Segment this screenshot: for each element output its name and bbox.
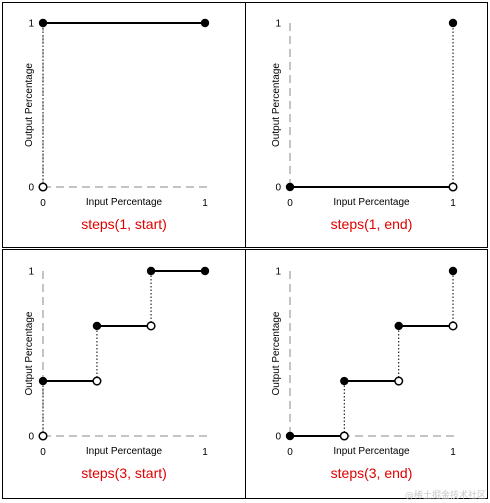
filled-point: [285, 431, 295, 441]
filled-point: [200, 266, 210, 276]
filled-point: [200, 18, 210, 28]
chart-title: steps(3, end): [331, 465, 413, 481]
x-tick-label: 1: [450, 198, 456, 209]
filled-point: [38, 376, 48, 386]
chart-steps-3-end: 0 1 0 1 Input Percentage Output Percentage ste…: [271, 266, 458, 481]
panel-border-1: [2, 2, 246, 248]
open-point: [38, 182, 48, 192]
panel-border-2: [245, 2, 488, 248]
x-axis-label: Input Percentage: [86, 197, 163, 208]
filled-point: [394, 321, 403, 331]
panel-border-3: [2, 249, 246, 499]
filled-point: [38, 18, 48, 28]
y-tick-label: 0: [28, 183, 34, 194]
chart-title: steps(1, start): [81, 216, 167, 232]
open-point: [38, 431, 48, 441]
open-point: [448, 321, 458, 331]
chart-title: steps(3, start): [81, 465, 167, 481]
open-point: [146, 321, 156, 331]
y-axis-label: Output Percentage: [271, 311, 282, 395]
filled-point: [448, 18, 458, 28]
y-tick-label: 0: [28, 432, 34, 443]
open-point: [339, 431, 349, 441]
y-tick-label: 0: [275, 432, 281, 443]
chart-steps-1-end: 0 1 0 1 Input Percentage Output Percentage ste…: [271, 18, 458, 232]
y-axis-label: Output Percentage: [24, 311, 35, 395]
filled-point: [146, 266, 156, 276]
x-tick-label: 0: [287, 198, 293, 209]
y-axis-label: Output Percentage: [271, 63, 282, 147]
x-axis-label: Input Percentage: [333, 197, 410, 208]
y-tick-label: 1: [275, 267, 281, 278]
y-tick-label: 1: [275, 19, 281, 30]
y-tick-label: 1: [28, 267, 34, 278]
x-tick-label: 1: [202, 198, 208, 209]
open-point: [448, 182, 458, 192]
watermark: @稀土掘金技术社区: [404, 491, 486, 501]
filled-point: [448, 266, 458, 276]
filled-point: [285, 182, 295, 192]
x-axis-label: Input Percentage: [86, 446, 163, 457]
filled-point: [340, 376, 349, 386]
open-point: [394, 376, 404, 386]
x-tick-label: 1: [202, 447, 208, 458]
chart-steps-3-start: 0 1 0 1 Input Percentage Output Percentage ste…: [24, 266, 210, 481]
y-tick-label: 1: [28, 19, 34, 30]
filled-point: [92, 321, 102, 331]
x-tick-label: 0: [40, 447, 46, 458]
y-axis-label: Output Percentage: [24, 63, 35, 147]
open-point: [92, 376, 102, 386]
x-tick-label: 1: [450, 447, 456, 458]
chart-title: steps(1, end): [331, 216, 413, 232]
chart-steps-1-start: 0 1 0 1 Input Percentage Output Percentage ste…: [24, 18, 210, 232]
panel-border-4: [245, 249, 488, 499]
x-tick-label: 0: [287, 447, 293, 458]
y-tick-label: 0: [275, 183, 281, 194]
x-tick-label: 0: [40, 198, 46, 209]
x-axis-label: Input Percentage: [333, 446, 410, 457]
